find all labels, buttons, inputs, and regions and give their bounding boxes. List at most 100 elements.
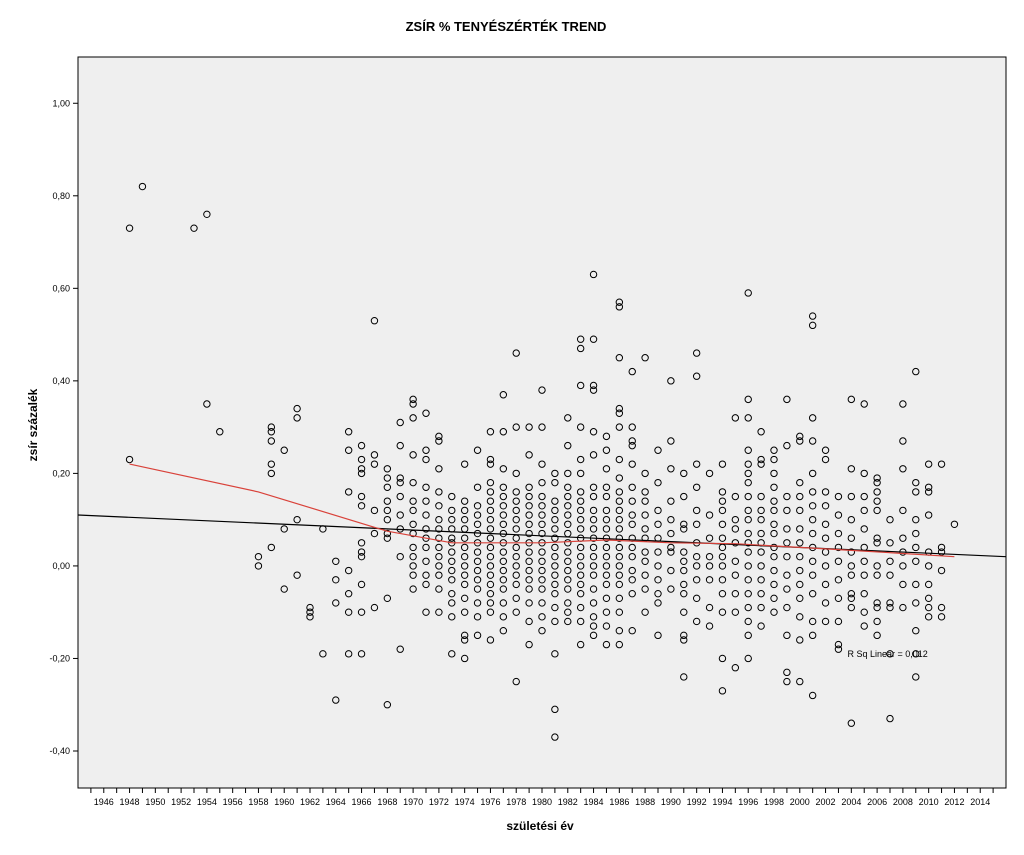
data-point xyxy=(473,548,482,556)
data-point xyxy=(937,548,946,556)
data-point xyxy=(499,465,508,473)
data-point xyxy=(564,441,572,450)
data-point xyxy=(912,599,920,607)
data-point xyxy=(460,571,469,579)
data-point xyxy=(667,377,675,385)
x-tick-label: 1966 xyxy=(352,797,372,807)
data-point xyxy=(564,548,572,556)
x-tick-label: 1954 xyxy=(197,797,217,807)
data-point xyxy=(551,543,559,552)
data-point xyxy=(383,515,392,524)
data-point xyxy=(667,497,675,505)
data-point xyxy=(576,497,585,505)
data-point xyxy=(435,488,443,496)
data-point xyxy=(486,636,495,644)
data-point xyxy=(718,497,727,505)
x-tick-label: 1952 xyxy=(171,797,191,807)
data-point xyxy=(744,562,752,570)
data-point xyxy=(551,589,559,598)
data-point xyxy=(538,557,546,565)
data-point xyxy=(473,613,482,621)
data-point xyxy=(718,608,727,616)
data-point xyxy=(705,622,714,630)
data-point xyxy=(435,534,443,542)
data-point xyxy=(744,492,752,501)
data-point xyxy=(267,437,276,445)
data-point xyxy=(564,608,572,616)
data-point xyxy=(602,525,611,533)
data-point xyxy=(744,414,752,422)
data-point xyxy=(860,571,868,579)
data-point xyxy=(525,548,533,556)
data-point xyxy=(821,488,830,496)
data-point xyxy=(628,576,636,584)
data-point xyxy=(409,414,417,422)
data-point xyxy=(744,460,752,468)
x-tick-label: 1972 xyxy=(429,797,449,807)
data-point xyxy=(448,492,456,501)
data-point xyxy=(422,557,430,565)
data-point xyxy=(654,478,662,487)
data-point xyxy=(628,423,636,431)
data-point xyxy=(937,566,946,575)
data-point xyxy=(409,520,417,528)
data-point xyxy=(692,506,701,515)
data-point xyxy=(602,446,611,454)
data-point xyxy=(808,502,817,510)
data-point xyxy=(525,423,533,431)
data-point xyxy=(692,552,701,561)
data-point xyxy=(757,622,765,630)
data-point xyxy=(718,534,727,542)
data-point xyxy=(718,520,727,528)
data-point xyxy=(654,599,662,607)
data-point xyxy=(306,613,314,621)
data-point xyxy=(551,705,559,714)
data-point xyxy=(873,571,881,579)
data-point xyxy=(783,525,791,533)
data-point xyxy=(525,585,533,593)
data-point xyxy=(564,511,572,519)
data-point xyxy=(499,502,508,510)
data-point xyxy=(731,492,740,501)
data-point xyxy=(486,428,495,436)
data-point xyxy=(783,506,791,515)
x-tick-label: 2004 xyxy=(841,797,861,807)
data-point xyxy=(538,613,546,621)
data-point xyxy=(396,511,404,519)
data-point xyxy=(396,418,404,427)
data-point xyxy=(615,409,624,417)
data-point xyxy=(602,515,611,524)
x-tick-label: 1970 xyxy=(403,797,423,807)
data-point xyxy=(692,349,701,357)
data-point xyxy=(332,696,340,704)
y-tick-label: -0,20 xyxy=(49,653,70,663)
data-point xyxy=(628,626,636,635)
data-point xyxy=(422,497,430,505)
data-point xyxy=(460,497,469,505)
data-point xyxy=(783,492,791,501)
data-point xyxy=(448,548,456,556)
data-point xyxy=(538,520,546,528)
data-point xyxy=(551,552,559,561)
data-point xyxy=(602,562,611,570)
data-point xyxy=(615,562,624,570)
data-point xyxy=(899,506,907,515)
data-point xyxy=(654,562,662,570)
data-point xyxy=(525,640,533,649)
data-point xyxy=(602,608,611,616)
data-point xyxy=(770,469,778,478)
data-point xyxy=(396,474,404,482)
data-point xyxy=(796,677,804,686)
data-point xyxy=(744,539,752,547)
x-tick-label: 1956 xyxy=(223,797,243,807)
data-point xyxy=(705,576,714,584)
data-point xyxy=(757,460,765,468)
data-point xyxy=(383,497,392,505)
data-point xyxy=(306,603,314,612)
data-point xyxy=(615,423,624,431)
data-point xyxy=(448,599,456,607)
data-point xyxy=(409,497,417,505)
data-point xyxy=(886,650,894,658)
data-point xyxy=(486,599,495,607)
data-point xyxy=(602,580,611,589)
